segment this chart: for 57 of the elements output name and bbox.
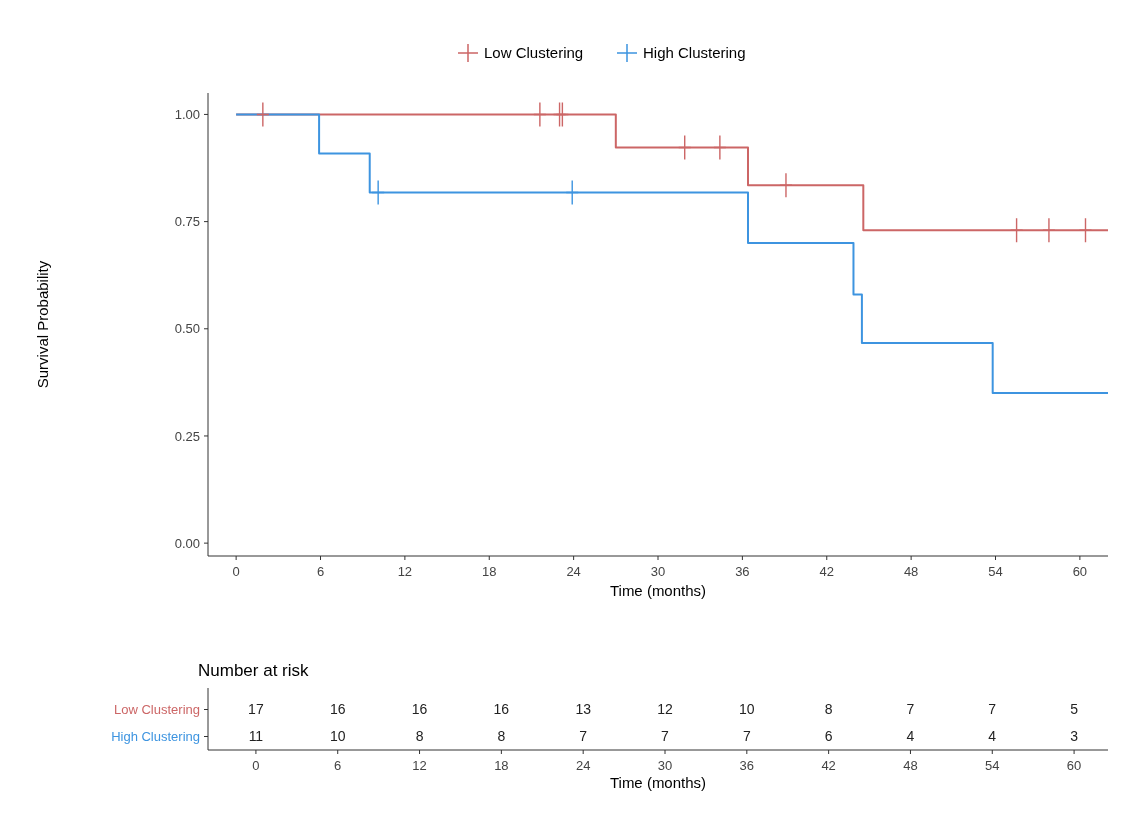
- data-label: 10: [739, 701, 755, 718]
- x-tick-label: 24: [575, 758, 591, 773]
- y-tick-label: 0.25: [174, 428, 200, 444]
- data-label: 7: [661, 728, 670, 745]
- data-label: 4: [906, 728, 915, 745]
- y-tick-label: Low Clustering: [114, 702, 200, 718]
- x-tick-label: 48: [903, 564, 919, 579]
- data-label: 10: [329, 728, 346, 745]
- x-tick-label: 12: [397, 564, 413, 579]
- x-tick-label: 6: [316, 564, 325, 579]
- y-tick-label: High Clustering: [111, 729, 200, 745]
- data-label: 4: [988, 728, 997, 745]
- x-tick-label: 42: [821, 758, 836, 773]
- data-label: 11: [248, 728, 264, 745]
- x-tick-label: 30: [657, 758, 673, 773]
- x-tick-label: 48: [903, 758, 918, 773]
- x-tick-label: 0: [252, 758, 260, 773]
- data-label: 8: [824, 701, 833, 718]
- y-tick-label: 0.00: [174, 535, 200, 551]
- data-label: 17: [248, 701, 264, 718]
- x-tick-label: 36: [739, 758, 755, 773]
- data-label: 13: [575, 701, 592, 718]
- data-label: 7: [988, 701, 997, 718]
- x-tick-label: 18: [494, 758, 509, 773]
- data-label: 3: [1070, 728, 1079, 745]
- legend-label: High Clustering: [643, 44, 746, 62]
- data-label: 5: [1070, 701, 1079, 718]
- x-axis-title: Time (months): [609, 774, 707, 791]
- y-tick-label: 0.75: [174, 214, 200, 230]
- y-axis-title: Survival Probability: [34, 260, 51, 389]
- x-tick-label: 0: [232, 564, 240, 579]
- data-label: 8: [415, 728, 424, 745]
- chart-title: Number at risk: [198, 661, 310, 680]
- x-tick-label: 42: [819, 564, 834, 579]
- data-label: 7: [906, 701, 915, 718]
- x-tick-label: 30: [650, 564, 666, 579]
- data-label: 16: [493, 701, 510, 718]
- x-tick-label: 36: [735, 564, 750, 579]
- x-tick-label: 54: [985, 758, 1000, 773]
- x-tick-label: 12: [412, 758, 427, 773]
- data-label: 12: [657, 701, 673, 718]
- y-tick-label: 0.50: [174, 321, 200, 337]
- data-label: 16: [411, 701, 428, 718]
- x-tick-label: 18: [482, 564, 497, 579]
- data-label: 7: [742, 728, 751, 745]
- x-axis-title: Time (months): [609, 582, 707, 599]
- data-label: 16: [329, 701, 346, 718]
- data-label: 8: [497, 728, 506, 745]
- x-tick-label: 60: [1066, 758, 1082, 773]
- x-tick-label: 6: [334, 758, 342, 773]
- y-tick-label: 1.00: [174, 106, 200, 122]
- x-tick-label: 54: [988, 564, 1003, 579]
- data-label: 6: [824, 728, 833, 745]
- x-tick-label: 60: [1072, 564, 1088, 579]
- data-label: 7: [579, 728, 588, 745]
- x-tick-label: 24: [566, 564, 581, 579]
- legend-label: Low Clustering: [484, 44, 584, 62]
